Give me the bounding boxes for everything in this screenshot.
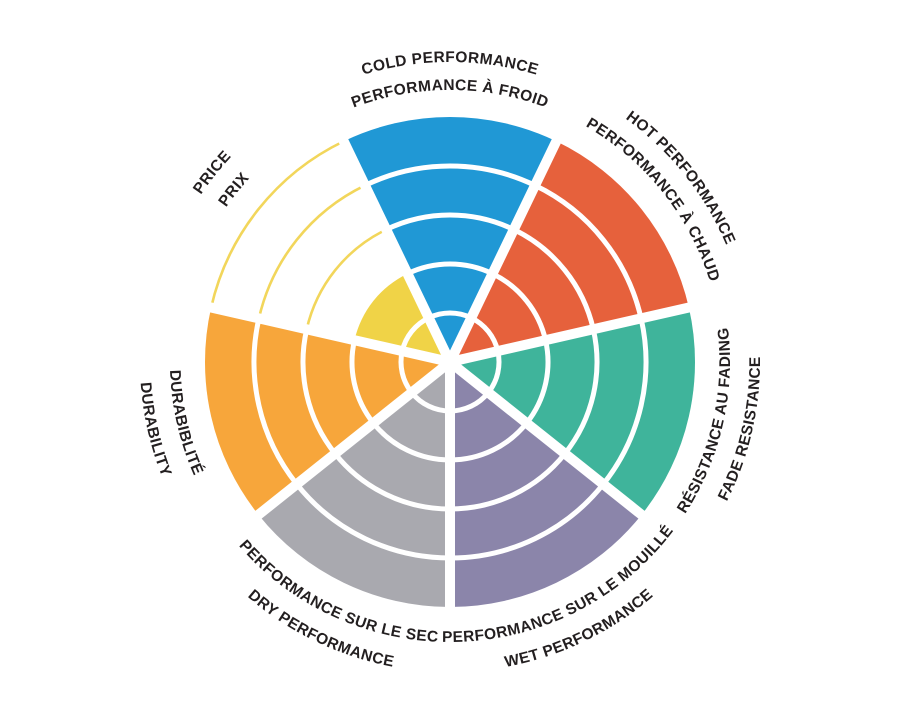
ring-divider-arc-wet-performance — [449, 421, 529, 463]
ring-divider-arc-durability — [349, 339, 376, 425]
ring-divider-arc-fade-resistance — [601, 317, 649, 486]
ring-divider-arc-hot-performance — [533, 183, 644, 319]
label-cold-performance-line2: PERFORMANCE À FROID — [349, 77, 551, 111]
sector-separator — [446, 358, 651, 524]
label-cold-performance-line1: COLD PERFORMANCE — [360, 49, 541, 79]
ring-divider-arc-durability — [251, 317, 299, 486]
label-price-line2: PRIX — [215, 169, 252, 210]
ring-divider-arc-dry-performance — [294, 482, 451, 561]
ring-divider-arc-cold-performance — [406, 261, 494, 276]
sector-separator — [249, 358, 454, 524]
level-outline-arc-price — [209, 140, 345, 308]
sector-durability — [204, 307, 450, 515]
ring-divider-arc-wet-performance — [449, 482, 606, 561]
level-outline-arc-price — [305, 228, 387, 330]
sector-fade-resistance — [450, 307, 696, 515]
sector-separator — [335, 131, 455, 365]
ring-divider-arc-cold-performance — [363, 163, 537, 188]
label-cold-performance-line2-text: PERFORMANCE À FROID — [349, 77, 550, 111]
level-outline-arc-price — [257, 184, 366, 319]
ring-divider-arc-cold-performance — [385, 212, 515, 232]
wheel-center — [444, 356, 456, 368]
sector-dry-performance — [258, 362, 450, 607]
ring-divider-arc-hot-performance — [512, 227, 596, 330]
label-cold-performance-line1-text: COLD PERFORMANCE — [360, 49, 540, 79]
sector-separator — [445, 131, 565, 365]
sector-wet-performance — [450, 362, 642, 607]
label-durability-line1-text: DURABIBLITÉ — [166, 369, 206, 477]
ring-divider-arc-durability — [300, 328, 338, 456]
ring-divider-arc-hot-performance — [491, 271, 548, 341]
ring-divider-arc-dry-performance — [371, 421, 451, 463]
sector-price — [354, 273, 450, 362]
ring-divider-arc-wet-performance — [449, 452, 567, 512]
ring-divider-arc-fade-resistance — [524, 339, 551, 425]
ring-divider-arc-fade-resistance — [562, 328, 600, 456]
sector-separator — [202, 300, 452, 367]
label-price-line2-text: PRIX — [215, 169, 252, 210]
label-durability-line1: DURABIBLITÉ — [166, 369, 206, 477]
sector-separator — [448, 300, 698, 367]
ring-divider-arc-dry-performance — [333, 452, 451, 512]
sector-hot-performance — [450, 141, 689, 362]
sector-cold-performance — [343, 116, 557, 362]
